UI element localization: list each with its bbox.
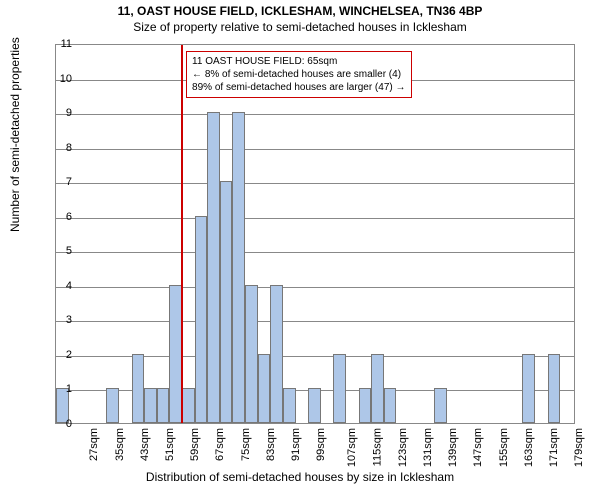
marker-info-box: 11 OAST HOUSE FIELD: 65sqm ← 8% of semi-… — [186, 51, 411, 98]
y-tick-label: 0 — [66, 418, 72, 430]
gridline — [56, 218, 574, 219]
y-tick-label: 1 — [66, 383, 72, 395]
x-axis-label: Distribution of semi-detached houses by … — [0, 470, 600, 484]
x-tick-label: 35sqm — [114, 428, 126, 461]
x-tick-label: 43sqm — [139, 428, 151, 461]
y-tick-label: 8 — [66, 142, 72, 154]
histogram-bar — [270, 285, 283, 423]
x-tick-label: 179sqm — [573, 428, 585, 467]
histogram-bar — [245, 285, 258, 423]
histogram-bar — [333, 354, 346, 423]
info-line-1: 11 OAST HOUSE FIELD: 65sqm — [192, 55, 405, 68]
gridline — [56, 149, 574, 150]
y-tick-label: 11 — [61, 38, 72, 50]
histogram-bar — [157, 388, 170, 423]
x-tick-label: 147sqm — [473, 428, 485, 467]
histogram-bar — [132, 354, 145, 423]
histogram-bar — [384, 388, 397, 423]
x-tick-label: 83sqm — [265, 428, 277, 461]
y-tick-label: 6 — [66, 211, 72, 223]
y-tick-label: 5 — [66, 245, 72, 257]
x-tick-label: 75sqm — [240, 428, 252, 461]
histogram-bar — [434, 388, 447, 423]
chart-title-line2: Size of property relative to semi-detach… — [0, 20, 600, 34]
histogram-bar — [371, 354, 384, 423]
y-tick-label: 7 — [66, 176, 72, 188]
gridline — [56, 321, 574, 322]
x-tick-label: 107sqm — [347, 428, 359, 467]
histogram-bar — [258, 354, 271, 423]
x-tick-label: 99sqm — [315, 428, 327, 461]
gridline — [56, 114, 574, 115]
y-axis-label: Number of semi-detached properties — [8, 37, 22, 232]
info-line-3: 89% of semi-detached houses are larger (… — [192, 81, 405, 94]
y-tick-label: 10 — [60, 73, 72, 85]
histogram-bar — [144, 388, 157, 423]
gridline — [56, 287, 574, 288]
histogram-bar — [106, 388, 119, 423]
histogram-bar — [195, 216, 208, 423]
x-tick-label: 67sqm — [214, 428, 226, 461]
x-tick-label: 59sqm — [189, 428, 201, 461]
histogram-bar — [182, 388, 195, 423]
chart-container: 11, OAST HOUSE FIELD, ICKLESHAM, WINCHEL… — [0, 0, 600, 500]
y-tick-label: 9 — [66, 107, 72, 119]
x-tick-label: 171sqm — [548, 428, 560, 467]
plot-area: 11 OAST HOUSE FIELD: 65sqm ← 8% of semi-… — [55, 44, 575, 424]
histogram-bar — [308, 388, 321, 423]
x-tick-label: 139sqm — [447, 428, 459, 467]
x-tick-label: 155sqm — [498, 428, 510, 467]
x-tick-label: 51sqm — [164, 428, 176, 461]
y-tick-label: 4 — [66, 280, 72, 292]
x-tick-label: 91sqm — [290, 428, 302, 461]
y-tick-label: 3 — [66, 314, 72, 326]
x-tick-label: 115sqm — [371, 428, 383, 466]
histogram-bar — [283, 388, 296, 423]
x-tick-label: 123sqm — [397, 428, 409, 467]
histogram-bar — [359, 388, 372, 423]
histogram-bar — [207, 112, 220, 423]
property-marker-line — [181, 45, 183, 423]
y-tick-label: 2 — [66, 349, 72, 361]
gridline — [56, 252, 574, 253]
histogram-bar — [232, 112, 245, 423]
gridline — [56, 183, 574, 184]
chart-title-line1: 11, OAST HOUSE FIELD, ICKLESHAM, WINCHEL… — [0, 4, 600, 18]
x-tick-label: 27sqm — [88, 428, 100, 461]
info-line-2: ← 8% of semi-detached houses are smaller… — [192, 68, 405, 81]
histogram-bar — [220, 181, 233, 423]
x-tick-label: 131sqm — [422, 428, 434, 467]
x-tick-label: 163sqm — [523, 428, 535, 467]
histogram-bar — [548, 354, 561, 423]
histogram-bar — [522, 354, 535, 423]
